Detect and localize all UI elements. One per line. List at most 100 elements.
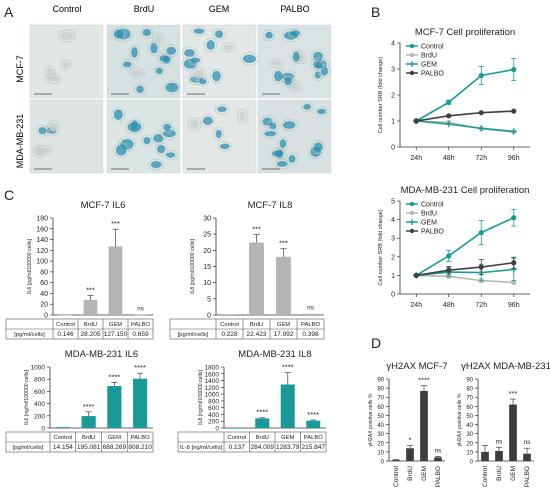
cell-outline	[200, 114, 216, 128]
data-table-value: 284.009	[251, 444, 275, 451]
y-tick-label: 70	[466, 396, 473, 402]
legend-label: BrdU	[421, 53, 437, 60]
y-tick-label: 0	[41, 426, 45, 433]
data-table-value: 0.146	[57, 331, 74, 338]
data-table-value: 1283.79	[276, 444, 300, 451]
y-tick-label: 10	[466, 450, 473, 456]
cell-outline	[282, 75, 295, 88]
data-table-value: 195.081	[77, 444, 101, 451]
micro-col-label-gem: GEM	[209, 4, 230, 14]
cell-outline	[191, 25, 207, 37]
cell-stain	[223, 44, 233, 51]
x-tick-label: 24h	[410, 302, 422, 309]
cell-outline	[269, 148, 286, 159]
bar-gem	[509, 404, 517, 461]
legend-marker	[409, 61, 415, 67]
data-table-header: [pg/ml/cells]	[13, 445, 44, 451]
cell-stain	[115, 144, 127, 156]
data-point	[413, 118, 419, 124]
legend-label: GEM	[421, 62, 437, 69]
y-tick-label: 1600	[205, 371, 220, 378]
cell-outline	[111, 27, 126, 41]
mcf7-il6-chart: MCF-7 IL6 0 20 40 60 80 100 120 140 160 180 IL6 [pg…	[5, 200, 154, 340]
y-tick-label: 20	[466, 441, 473, 447]
cell-stain	[113, 109, 123, 120]
data-point	[478, 110, 484, 116]
cell-outline	[237, 108, 248, 124]
y-tick-label: 600	[34, 389, 45, 396]
cell-stain	[215, 129, 222, 139]
cell-stain	[143, 136, 151, 145]
cell-outline	[286, 152, 298, 166]
cell-stain	[163, 123, 172, 131]
x-tick-label: Control	[482, 465, 489, 487]
bar-control	[392, 460, 400, 461]
mcf7-il8-chart: MCF-7 IL8 0 5 10 15 20 25 30 IL8 [pg/ml/100000 c…	[169, 200, 325, 340]
cell-stain	[47, 75, 59, 82]
y-tick-label: 15	[203, 264, 211, 271]
x-tick-label: GEM	[277, 322, 290, 328]
significance-label: ****	[256, 408, 268, 417]
cell-outline	[280, 118, 298, 132]
legend-marker	[409, 210, 415, 216]
y-tick-label: 20	[377, 441, 384, 447]
bar-brdu	[255, 418, 270, 428]
data-point	[445, 121, 452, 128]
series-line-gem	[416, 120, 514, 133]
y-axis-label: IL6 [ng/ml/100000 cells]	[24, 370, 30, 425]
cell-outline	[188, 55, 203, 65]
cell-stain	[212, 70, 221, 82]
cell-stain	[239, 111, 246, 122]
cell-stain	[265, 31, 273, 39]
significance-label: ****	[83, 402, 95, 411]
y-tick-label: 20	[40, 302, 48, 309]
x-tick-label: PALBO	[524, 466, 531, 487]
cell-stain	[281, 72, 295, 81]
y-tick-label: 400	[208, 412, 219, 419]
data-table-value: 17.992	[274, 331, 294, 338]
x-tick-label: 48h	[443, 302, 455, 309]
bar-gem	[420, 390, 428, 461]
data-table-header: IL-8 [ng/ml/cells]	[180, 445, 223, 451]
y-tick-label: 90	[466, 378, 473, 384]
y-tick-label: 1	[391, 119, 395, 126]
bar-gem	[107, 386, 122, 428]
x-tick-label: PALBO	[301, 322, 320, 328]
x-tick-label: GEM	[108, 435, 121, 441]
x-tick-label: GEM	[510, 466, 517, 481]
y-tick-label: 120	[36, 248, 48, 255]
data-table-value: 688.269	[103, 444, 127, 451]
y-tick-label: 50	[466, 414, 473, 420]
cell-stain	[136, 85, 144, 94]
cell-outline	[164, 44, 179, 58]
micro-col-label-control: Control	[52, 4, 81, 14]
y-tick-label: 25	[203, 232, 211, 239]
cell-outline	[271, 68, 285, 84]
bar-palbo	[133, 378, 148, 428]
significance-label: ****	[109, 372, 121, 381]
mda-il8-chart: MDA-MB-231 IL802004006008001000120014001…	[177, 349, 327, 453]
cell-outline	[214, 103, 230, 115]
y-tick-label: 0	[391, 145, 395, 152]
cell-stain	[206, 40, 215, 50]
series-line-control	[415, 68, 514, 122]
significance-label: ns	[435, 447, 443, 454]
y-tick-label: 40	[466, 423, 473, 429]
chart-title: MCF-7 IL6	[81, 200, 126, 211]
y-tick-label: 80	[466, 387, 473, 393]
x-tick-label: PALBO	[435, 466, 442, 487]
cell-stain	[313, 142, 323, 152]
y-tick-label: 60	[466, 405, 473, 411]
cell-stain	[279, 139, 287, 148]
cell-stain	[166, 46, 177, 55]
series-line-control	[415, 217, 515, 277]
cell-stain	[271, 60, 281, 66]
cell-stain	[190, 57, 201, 63]
y-tick-label: 70	[377, 396, 384, 402]
y-tick-label: 2	[391, 93, 395, 100]
x-tick-label: Control	[393, 465, 400, 487]
series-line-gem	[416, 268, 514, 277]
series-line-palbo	[416, 261, 514, 277]
series-line-palbo	[416, 110, 514, 122]
